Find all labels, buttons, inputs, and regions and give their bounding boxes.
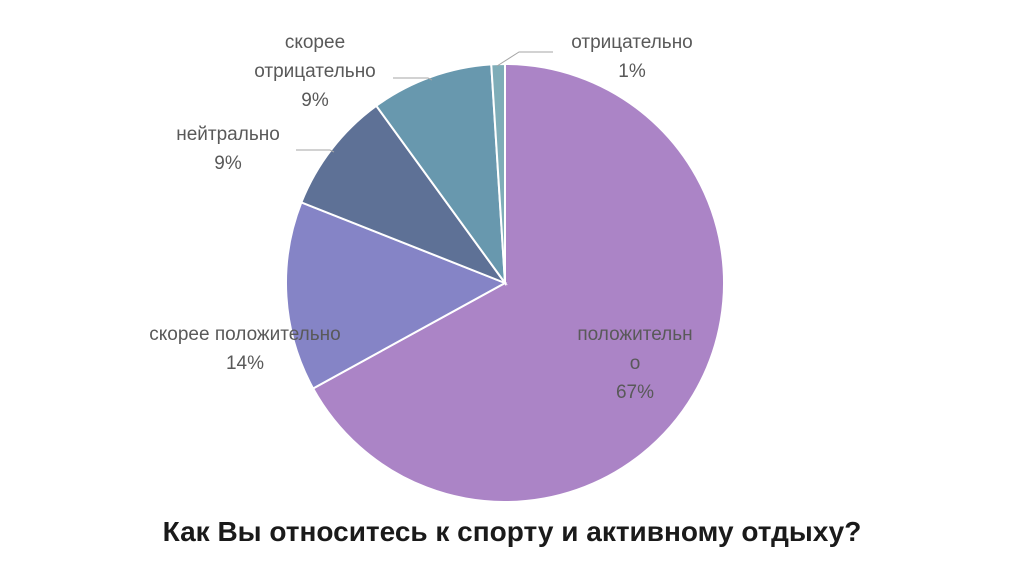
slice-label-4: отрицательно 1% (571, 32, 693, 82)
slice-category: скорее (285, 32, 345, 53)
slice-percent: 67% (616, 382, 654, 403)
slice-labels: положительн о 67% скорее положительно 14% ней… (149, 32, 693, 403)
slice-category: отрицательно (571, 32, 693, 53)
slice-label-0: положительн о 67% (577, 324, 692, 403)
slice-percent: 9% (214, 153, 242, 174)
pie-slice-4 (490, 62, 506, 284)
leader-line-4 (496, 51, 553, 67)
slice-category: о (630, 353, 641, 374)
leader-lines (296, 51, 553, 153)
leader-line-2 (296, 149, 335, 153)
pie-slice-1 (285, 201, 508, 390)
slice-category: положительн (577, 324, 692, 345)
slice-category: отрицательно (254, 61, 376, 82)
pie-slice-0 (311, 62, 726, 503)
slice-percent: 14% (226, 353, 264, 374)
slice-percent: 1% (618, 61, 646, 82)
slice-label-1: скорее положительно 14% (149, 324, 340, 374)
slice-category: нейтрально (176, 124, 280, 145)
slice-label-3: скорее отрицательно 9% (254, 32, 376, 111)
pie-slice-2 (300, 104, 508, 286)
leader-line-3 (393, 77, 433, 81)
pie-slice-3 (374, 63, 507, 287)
slice-percent: 9% (301, 90, 329, 111)
pie-slices (285, 62, 726, 503)
chart-title: Как Вы относитесь к спорту и активному о… (162, 516, 862, 547)
slice-category: скорее положительно (149, 324, 340, 345)
slice-label-2: нейтрально 9% (176, 124, 280, 174)
